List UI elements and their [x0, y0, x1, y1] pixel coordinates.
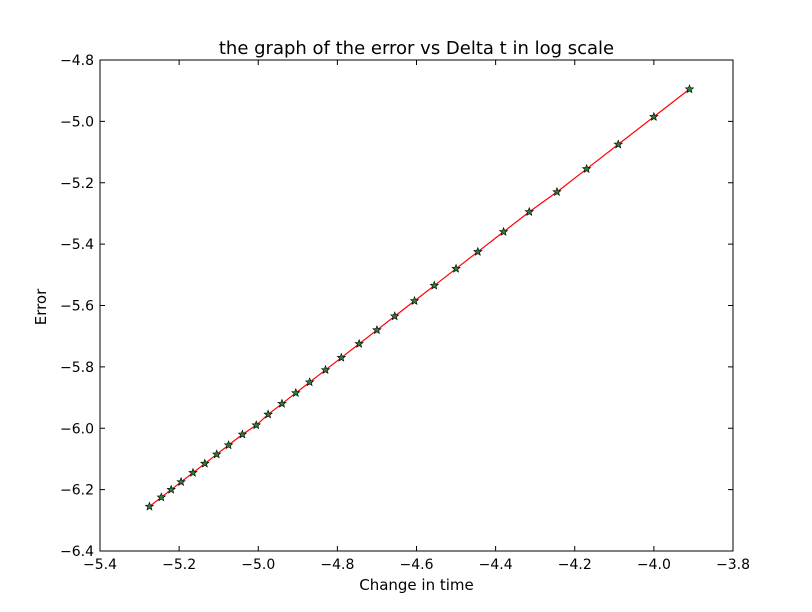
- data-point-marker: [291, 387, 301, 398]
- data-point-marker: [200, 458, 210, 468]
- data-point-marker: [336, 352, 347, 362]
- data-point-marker: [277, 398, 287, 408]
- y-tick-label: −5.2: [60, 176, 94, 192]
- plot-area: [99, 59, 734, 552]
- x-tick-label: −5.0: [241, 557, 275, 573]
- y-tick-label: −5.4: [60, 237, 94, 253]
- data-point-marker: [304, 377, 315, 387]
- data-point-marker: [498, 226, 509, 236]
- y-tick-label: −6.2: [60, 483, 94, 499]
- x-tick-label: −5.4: [83, 557, 117, 573]
- data-point-marker: [354, 338, 364, 348]
- y-tick-label: −6.4: [60, 544, 94, 560]
- data-point-marker: [649, 111, 659, 121]
- data-point-marker: [144, 501, 155, 511]
- data-point-marker: [684, 84, 695, 94]
- data-point-marker: [223, 440, 234, 450]
- y-axis-label: Error: [32, 288, 50, 325]
- y-tick-label: −5.8: [60, 360, 94, 376]
- plot-frame: [99, 59, 734, 552]
- y-tick-label: −5.6: [60, 299, 94, 315]
- data-point-marker: [552, 186, 562, 197]
- chart-title: the graph of the error vs Delta t in log…: [219, 38, 614, 59]
- y-tick-label: −5.0: [60, 114, 94, 130]
- y-tick-label: −6.0: [60, 421, 94, 437]
- data-point-marker: [473, 246, 483, 256]
- data-point-marker: [188, 467, 198, 477]
- x-axis-ticks: −5.4 −5.2 −5.0 −4.8 −4.6 −4.4 −4.2 −4.0 −3.8: [83, 60, 750, 573]
- data-point-marker: [372, 325, 382, 335]
- x-tick-label: −4.4: [479, 557, 513, 573]
- x-axis-label: Change in time: [359, 576, 474, 594]
- x-tick-label: −4.6: [400, 557, 434, 573]
- x-tick-label: −4.2: [558, 557, 592, 573]
- y-axis-ticks: −6.4 −6.2 −6.0 −5.8 −5.6 −5.4 −5.2 −5.0 −4.8: [60, 53, 733, 560]
- data-point-marker: [320, 364, 331, 375]
- data-point-marker: [389, 311, 400, 321]
- data-point-marker: [409, 295, 420, 305]
- data-point-marker: [524, 206, 535, 216]
- x-tick-label: −4.8: [320, 557, 354, 573]
- y-tick-label: −4.8: [60, 53, 94, 69]
- data-point-marker: [451, 263, 461, 273]
- data-point-marker: [176, 476, 186, 487]
- x-tick-label: −5.2: [162, 557, 196, 573]
- data-point-marker: [613, 139, 624, 149]
- data-point-marker: [237, 429, 248, 439]
- data-point-marker: [581, 163, 592, 174]
- data-point-marker: [263, 409, 273, 419]
- data-point-marker: [211, 449, 222, 459]
- x-tick-label: −4.0: [637, 557, 671, 573]
- x-tick-label: −3.8: [716, 557, 750, 573]
- data-point-marker: [166, 484, 177, 494]
- data-point-marker: [251, 420, 262, 430]
- data-point-marker: [156, 492, 167, 502]
- data-point-marker: [429, 280, 440, 290]
